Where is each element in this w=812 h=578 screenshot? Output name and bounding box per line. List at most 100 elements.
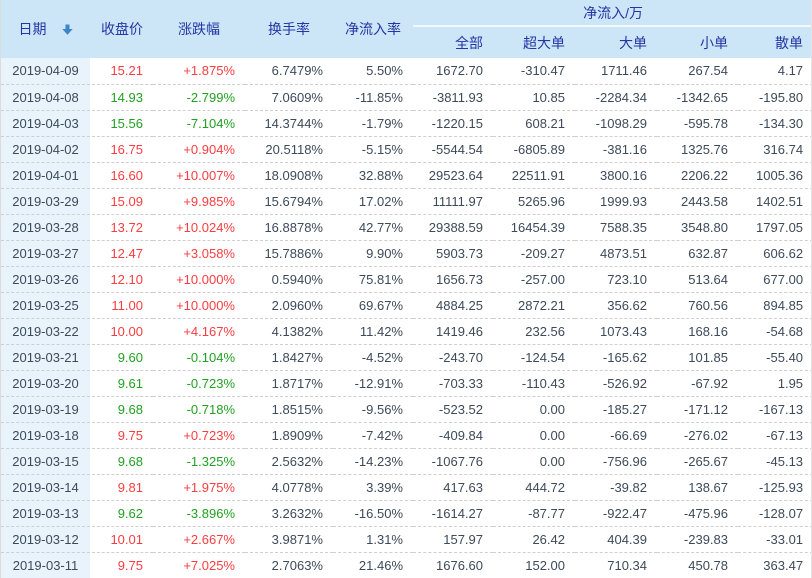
column-header-large[interactable]: 大单 <box>575 26 657 58</box>
net-inflow-large-cell: -922.47 <box>575 500 657 527</box>
net-inflow-small-cell: 760.56 <box>657 292 738 319</box>
net-inflow-rate-cell: 3.39% <box>333 474 413 501</box>
net-inflow-large-cell: -185.27 <box>575 396 657 423</box>
date-cell: 2019-03-18 <box>1 422 92 449</box>
column-header-all[interactable]: 全部 <box>413 26 493 58</box>
net-inflow-large-cell: 7588.35 <box>575 214 657 241</box>
net-inflow-rate-cell: -7.42% <box>333 422 413 449</box>
net-inflow-super-large-cell: 0.00 <box>493 422 575 449</box>
net-inflow-large-cell: -381.16 <box>575 136 657 163</box>
column-header-inflow-rate[interactable]: 净流入率 <box>333 0 413 58</box>
change-percent-cell: -0.723% <box>153 370 245 397</box>
change-percent-cell: +2.667% <box>153 526 245 553</box>
net-inflow-small-cell: 632.87 <box>657 240 738 267</box>
net-inflow-small-cell: 2206.22 <box>657 162 738 189</box>
net-inflow-super-large-cell: 5265.96 <box>493 188 575 215</box>
close-price-cell: 9.60 <box>91 344 153 371</box>
net-inflow-all-cell: 157.97 <box>413 526 493 553</box>
column-header-super-large[interactable]: 超大单 <box>493 26 575 58</box>
change-percent-cell: -0.104% <box>153 344 245 371</box>
date-cell: 2019-04-01 <box>1 162 92 189</box>
date-cell: 2019-03-15 <box>1 448 92 475</box>
close-price-cell: 13.72 <box>91 214 153 241</box>
table-row: 2019-03-26 12.10 +10.000% 0.5940% 75.81%… <box>1 266 811 293</box>
date-cell: 2019-03-11 <box>1 552 92 578</box>
date-cell: 2019-03-21 <box>1 344 92 371</box>
turnover-rate-cell: 1.8427% <box>245 344 333 371</box>
date-cell: 2019-03-12 <box>1 526 92 553</box>
net-inflow-scattered-cell: -55.40 <box>738 344 811 371</box>
sort-descending-icon[interactable] <box>61 23 74 36</box>
column-header-small[interactable]: 小单 <box>657 26 738 58</box>
net-inflow-super-large-cell: 16454.39 <box>493 214 575 241</box>
date-cell: 2019-03-22 <box>1 318 92 345</box>
close-price-cell: 9.68 <box>91 396 153 423</box>
net-inflow-all-cell: -703.33 <box>413 370 493 397</box>
net-inflow-large-cell: 1999.93 <box>575 188 657 215</box>
net-inflow-large-cell: 356.62 <box>575 292 657 319</box>
turnover-rate-cell: 4.0778% <box>245 474 333 501</box>
net-inflow-small-cell: -276.02 <box>657 422 738 449</box>
net-inflow-scattered-cell: -195.80 <box>738 84 811 111</box>
date-cell: 2019-03-26 <box>1 266 92 293</box>
column-header-turnover[interactable]: 换手率 <box>245 0 333 58</box>
net-inflow-scattered-cell: 1797.05 <box>738 214 811 241</box>
net-inflow-super-large-cell: -110.43 <box>493 370 575 397</box>
date-cell: 2019-04-09 <box>1 58 92 85</box>
net-inflow-all-cell: 29388.59 <box>413 214 493 241</box>
turnover-rate-cell: 3.2632% <box>245 500 333 527</box>
turnover-rate-cell: 15.7886% <box>245 240 333 267</box>
change-percent-cell: +10.000% <box>153 266 245 293</box>
close-price-cell: 9.75 <box>91 422 153 449</box>
net-inflow-large-cell: -526.92 <box>575 370 657 397</box>
net-inflow-small-cell: 138.67 <box>657 474 738 501</box>
net-inflow-rate-cell: 69.67% <box>333 292 413 319</box>
turnover-rate-cell: 18.0908% <box>245 162 333 189</box>
table-row: 2019-03-21 9.60 -0.104% 1.8427% -4.52% -… <box>1 344 811 371</box>
close-price-cell: 15.09 <box>91 188 153 215</box>
close-price-cell: 12.47 <box>91 240 153 267</box>
net-inflow-large-cell: -66.69 <box>575 422 657 449</box>
net-inflow-scattered-cell: 316.74 <box>738 136 811 163</box>
net-inflow-rate-cell: -9.56% <box>333 396 413 423</box>
column-header-date[interactable]: 日期 <box>1 0 91 58</box>
turnover-rate-cell: 1.8717% <box>245 370 333 397</box>
net-inflow-super-large-cell: 232.56 <box>493 318 575 345</box>
net-inflow-scattered-cell: 677.00 <box>738 266 811 293</box>
net-inflow-rate-cell: 1.31% <box>333 526 413 553</box>
net-inflow-all-cell: -1220.15 <box>413 110 493 137</box>
net-inflow-rate-cell: 42.77% <box>333 214 413 241</box>
change-percent-cell: +9.985% <box>153 188 245 215</box>
net-inflow-small-cell: -1342.65 <box>657 84 738 111</box>
date-cell: 2019-03-14 <box>1 474 92 501</box>
close-price-cell: 11.00 <box>91 292 153 319</box>
column-header-change[interactable]: 涨跌幅 <box>153 0 245 58</box>
net-inflow-all-cell: -1067.76 <box>413 448 493 475</box>
net-inflow-small-cell: 450.78 <box>657 552 738 578</box>
net-inflow-rate-cell: -11.85% <box>333 84 413 111</box>
table-header: 日期 收盘价 涨跌幅 换手率 净流入率 净流入/万 全部 超大单 大单 小单 散… <box>1 0 811 58</box>
table-row: 2019-03-12 10.01 +2.667% 3.9871% 1.31% 1… <box>1 526 811 553</box>
close-price-cell: 14.93 <box>91 84 153 111</box>
net-inflow-small-cell: 267.54 <box>657 58 738 85</box>
net-inflow-scattered-cell: -167.13 <box>738 396 811 423</box>
net-inflow-all-cell: -5544.54 <box>413 136 493 163</box>
table-row: 2019-03-19 9.68 -0.718% 1.8515% -9.56% -… <box>1 396 811 423</box>
net-inflow-large-cell: -756.96 <box>575 448 657 475</box>
net-inflow-rate-cell: -4.52% <box>333 344 413 371</box>
net-inflow-all-cell: 11111.97 <box>413 188 493 215</box>
change-percent-cell: -3.896% <box>153 500 245 527</box>
net-inflow-all-cell: 1656.73 <box>413 266 493 293</box>
net-inflow-rate-cell: -12.91% <box>333 370 413 397</box>
net-inflow-all-cell: 5903.73 <box>413 240 493 267</box>
column-header-scattered[interactable]: 散单 <box>738 26 811 58</box>
net-inflow-rate-cell: -5.15% <box>333 136 413 163</box>
table-row: 2019-03-18 9.75 +0.723% 1.8909% -7.42% -… <box>1 422 811 449</box>
net-inflow-large-cell: -165.62 <box>575 344 657 371</box>
net-inflow-small-cell: 3548.80 <box>657 214 738 241</box>
net-inflow-small-cell: 101.85 <box>657 344 738 371</box>
column-header-close[interactable]: 收盘价 <box>91 0 153 58</box>
net-inflow-large-cell: -39.82 <box>575 474 657 501</box>
table-row: 2019-04-08 14.93 -2.799% 7.0609% -11.85%… <box>1 84 811 111</box>
